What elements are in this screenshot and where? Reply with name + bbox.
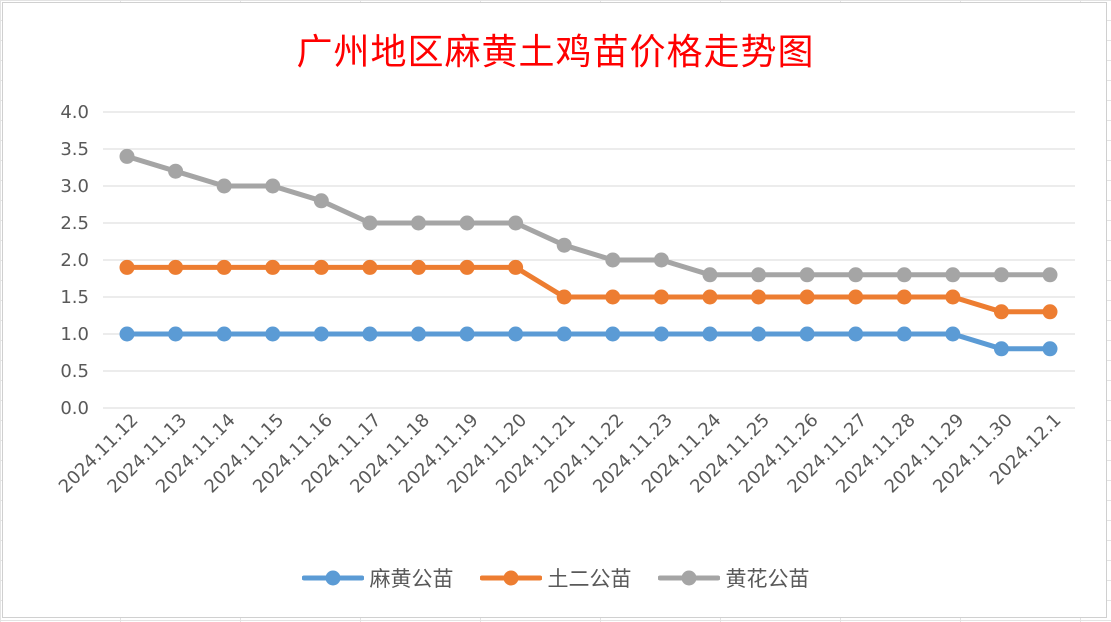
series-line[interactable] [124,153,1053,278]
data-point[interactable] [216,259,232,275]
data-point[interactable] [265,178,281,194]
data-point[interactable] [168,163,184,179]
data-point[interactable] [1042,267,1058,283]
data-point[interactable] [265,259,281,275]
data-point[interactable] [1042,341,1058,357]
data-point[interactable] [896,289,912,305]
data-point[interactable] [362,259,378,275]
data-point[interactable] [799,267,815,283]
legend-item[interactable]: 黄花公苗 [657,563,810,593]
data-point[interactable] [605,252,621,268]
data-point[interactable] [945,289,961,305]
data-point[interactable] [119,326,135,342]
data-point[interactable] [265,326,281,342]
data-point[interactable] [216,326,232,342]
data-point[interactable] [799,326,815,342]
data-point[interactable] [653,289,669,305]
data-point[interactable] [362,215,378,231]
data-point[interactable] [119,148,135,164]
data-point[interactable] [945,267,961,283]
data-point[interactable] [313,326,329,342]
legend-label: 麻黄公苗 [369,567,454,591]
data-point[interactable] [702,267,718,283]
data-point[interactable] [508,326,524,342]
legend[interactable]: 麻黄公苗 土二公苗 黄花公苗 [3,563,1108,593]
data-point[interactable] [362,326,378,342]
series-line[interactable] [124,331,1053,352]
data-point[interactable] [993,304,1009,320]
data-point[interactable] [410,326,426,342]
data-point[interactable] [751,289,767,305]
legend-swatch [657,570,720,586]
data-point[interactable] [605,289,621,305]
y-tick-label: 3.0 [60,176,89,197]
data-point[interactable] [702,326,718,342]
data-point[interactable] [605,326,621,342]
data-point[interactable] [751,326,767,342]
legend-marker [681,570,696,586]
y-tick-label: 1.0 [60,324,89,345]
legend-marker [503,570,518,586]
legend-item[interactable]: 麻黄公苗 [301,563,454,593]
data-point[interactable] [313,193,329,209]
y-tick-label: 1.5 [60,287,89,308]
plot-area[interactable]: 0.00.51.01.52.02.53.03.54.02024.11.12202… [3,3,1108,619]
data-point[interactable] [848,326,864,342]
series-line[interactable] [124,264,1053,315]
data-point[interactable] [410,215,426,231]
data-point[interactable] [993,267,1009,283]
legend-marker [325,570,340,586]
data-point[interactable] [702,289,718,305]
data-point[interactable] [751,267,767,283]
legend-label: 黄花公苗 [725,567,810,591]
y-tick-label: 4.0 [60,102,89,123]
data-point[interactable] [896,326,912,342]
data-point[interactable] [168,326,184,342]
data-point[interactable] [653,252,669,268]
data-point[interactable] [556,326,572,342]
data-point[interactable] [848,289,864,305]
data-point[interactable] [410,259,426,275]
y-tick-label: 0.0 [60,398,89,419]
y-tick-label: 0.5 [60,361,89,382]
data-point[interactable] [459,259,475,275]
data-point[interactable] [799,289,815,305]
data-point[interactable] [1042,304,1058,320]
data-point[interactable] [653,326,669,342]
legend-swatch [479,570,542,586]
data-point[interactable] [313,259,329,275]
legend-label: 土二公苗 [547,567,632,591]
data-point[interactable] [896,267,912,283]
y-tick-label: 2.5 [60,213,89,234]
data-point[interactable] [119,259,135,275]
data-point[interactable] [556,289,572,305]
data-point[interactable] [508,215,524,231]
data-point[interactable] [216,178,232,194]
chart-title[interactable]: 广州地区麻黄土鸡苗价格走势图 [296,32,815,73]
data-point[interactable] [459,326,475,342]
data-point[interactable] [945,326,961,342]
data-point[interactable] [993,341,1009,357]
legend-swatch [301,570,364,586]
data-point[interactable] [848,267,864,283]
y-tick-label: 3.5 [60,139,89,160]
data-point[interactable] [556,237,572,253]
legend-item[interactable]: 土二公苗 [479,563,632,593]
data-point[interactable] [508,259,524,275]
data-point[interactable] [168,259,184,275]
y-tick-label: 2.0 [60,250,89,271]
data-point[interactable] [459,215,475,231]
